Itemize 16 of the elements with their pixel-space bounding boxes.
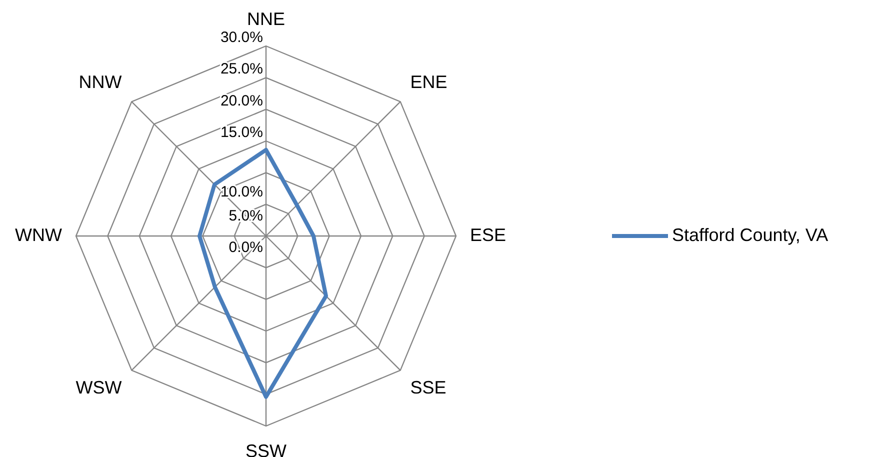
- y-tick-label: 10.0%: [220, 184, 263, 201]
- spoke-label: WNW: [15, 224, 62, 245]
- spoke-label: NNE: [246, 8, 286, 29]
- spoke-label: ESE: [470, 224, 506, 245]
- spoke-label: SSE: [410, 377, 446, 398]
- spoke-label: SSW: [245, 440, 287, 457]
- y-tick-label: 25.0%: [220, 60, 263, 78]
- spoke-label: ENE: [410, 72, 448, 92]
- y-tick-label: 0.0%: [228, 238, 263, 256]
- legend-label: Stafford County, VA: [672, 224, 828, 245]
- y-tick-label: 5.0%: [228, 207, 263, 224]
- y-tick-label: 20.0%: [220, 92, 263, 110]
- y-tick-label: 15.0%: [220, 124, 263, 141]
- y-tick-label: 30.0%: [220, 28, 263, 46]
- spoke-label: NNW: [78, 72, 122, 92]
- spoke-label: WSW: [76, 377, 122, 398]
